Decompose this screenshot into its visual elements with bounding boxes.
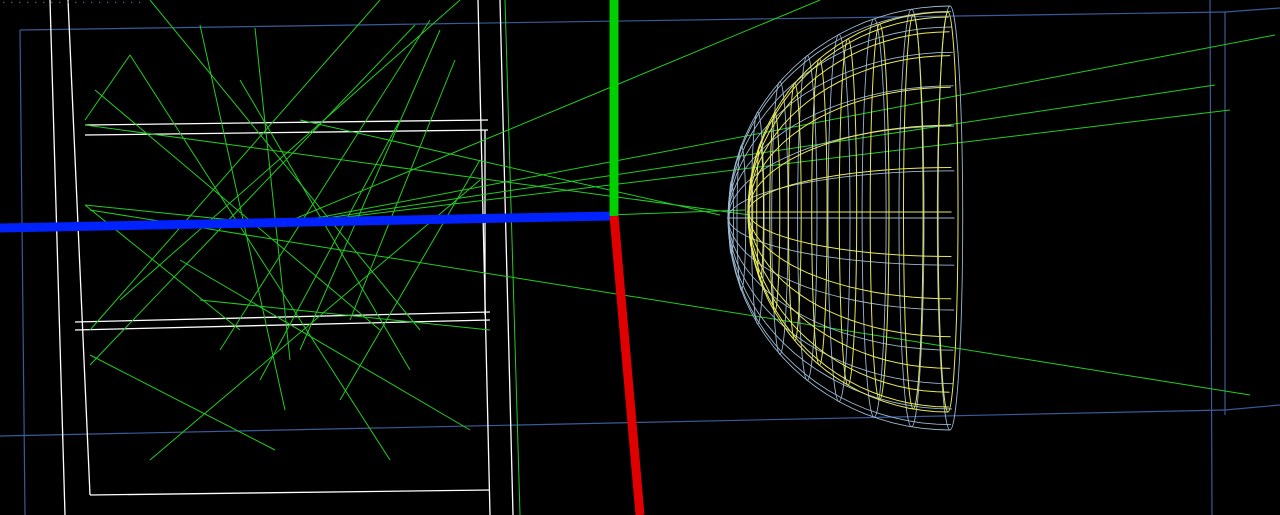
viewer-status-text: · · · · · · · · · · · · · · · · · · [2,0,142,9]
hemisphere-outer-shell-wireframe [727,5,964,431]
hemisphere-meridian [747,211,950,393]
x-axis [609,215,645,515]
hemisphere-meridian [747,16,949,213]
xyz-axes-icon [0,0,645,515]
hemisphere-meridian [747,211,952,257]
hemisphere-meridian [747,167,952,213]
hemisphere-meridian [727,51,953,219]
hemisphere-meridian [727,170,955,219]
hemisphere-meridian [727,217,952,426]
hemisphere-meridian [727,10,952,219]
hemisphere-meridian [727,217,952,410]
hemisphere-meridian [747,55,951,213]
detector-box-wireframe [49,0,514,515]
hemisphere-meridian [727,5,951,219]
hemisphere-meridian [727,85,954,219]
hemisphere-meridian [747,211,949,413]
hemisphere-meridian [727,125,955,219]
hemisphere-meridian [727,217,955,311]
hemisphere-meridian [747,211,951,338]
hemisphere-meridian [727,217,951,431]
particle-trajectories [84,0,1276,515]
hemisphere-meridian [747,124,952,213]
hemisphere-meridian [747,31,950,213]
hemisphere-meridian [747,211,951,369]
z-axis [0,211,614,233]
hemisphere-inner-shell-wireframe [747,11,959,413]
hemisphere-meridian [727,217,953,385]
hemisphere-meridian [747,86,951,213]
hemisphere-meridian [747,11,949,213]
hemisphere-meridian [747,211,952,300]
hemisphere-meridian [727,26,952,219]
hemisphere-meridian [727,217,955,266]
